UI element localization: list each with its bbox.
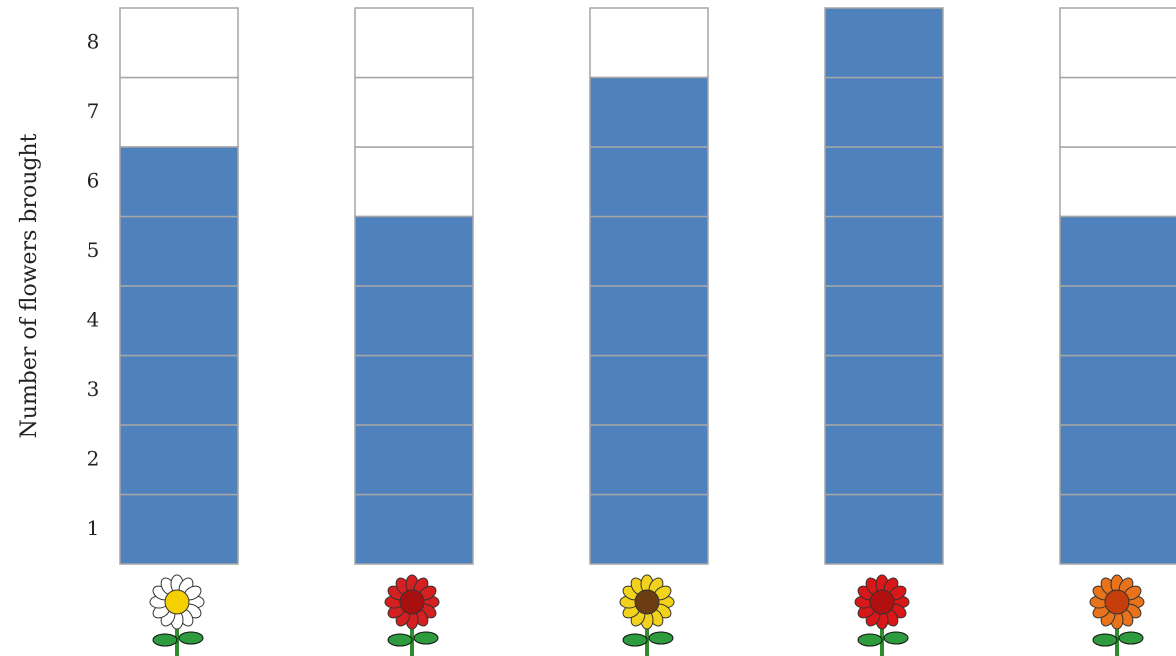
flower-icon (384, 574, 440, 656)
y-tick-label: 5 (87, 238, 100, 262)
bar-cell (589, 146, 709, 218)
bar-cell (119, 493, 239, 565)
flower-center (1104, 589, 1130, 615)
flower-center (399, 589, 425, 615)
bar-cell (1059, 215, 1176, 287)
bar-cell (354, 424, 474, 496)
flower-icon (854, 574, 910, 656)
bar-cell (1059, 285, 1176, 357)
bar-cell (824, 285, 944, 357)
empty-cell (354, 7, 474, 79)
bar (119, 146, 239, 565)
bar-cell (119, 215, 239, 287)
leaf (1118, 631, 1144, 645)
y-axis-label: Number of flowers brought (17, 133, 42, 438)
y-tick-label: 4 (87, 307, 100, 331)
bar-cell (354, 493, 474, 565)
flower-icon (1089, 574, 1145, 656)
bar-cell (119, 354, 239, 426)
empty-cell (119, 7, 239, 79)
y-tick-label: 6 (87, 168, 100, 192)
leaf (622, 633, 648, 647)
empty-cell (119, 76, 239, 148)
empty-cell (589, 7, 709, 79)
bar-cell (824, 354, 944, 426)
leaf (648, 631, 674, 645)
bar-cell (589, 215, 709, 287)
empty-cell (1059, 76, 1176, 148)
flower-center (869, 589, 895, 615)
bar-cell (589, 285, 709, 357)
bar-cell (1059, 424, 1176, 496)
y-tick-label: 7 (87, 99, 100, 123)
bar-cell (354, 285, 474, 357)
bar (354, 215, 474, 565)
bar-cell (589, 76, 709, 148)
bar-cell (354, 354, 474, 426)
flower-icon (149, 574, 205, 656)
leaf (883, 631, 909, 645)
leaf (178, 631, 204, 645)
y-tick-label: 1 (87, 516, 100, 540)
leaf (152, 633, 178, 647)
bar-cell (824, 7, 944, 79)
y-tick-label: 3 (87, 377, 100, 401)
bar (589, 76, 709, 565)
bar-cell (589, 493, 709, 565)
bar-cell (824, 424, 944, 496)
flower-icon (619, 574, 675, 656)
bar-cell (824, 215, 944, 287)
bar-cell (824, 146, 944, 218)
bar-cell (1059, 493, 1176, 565)
bar-cell (119, 146, 239, 218)
empty-cell (1059, 7, 1176, 79)
bar-cell (119, 424, 239, 496)
flower-center (634, 589, 660, 615)
leaf (387, 633, 413, 647)
bar-cell (119, 285, 239, 357)
flower-center (164, 589, 190, 615)
bar-cell (1059, 354, 1176, 426)
leaf (413, 631, 439, 645)
bar-cell (354, 215, 474, 287)
bar (1059, 215, 1176, 565)
empty-cell (354, 76, 474, 148)
leaf (1092, 633, 1118, 647)
bar-cell (589, 424, 709, 496)
bar-cell (589, 354, 709, 426)
bar-cell (824, 76, 944, 148)
empty-cell (354, 146, 474, 218)
y-tick-label: 2 (87, 446, 100, 470)
bar (824, 7, 944, 565)
empty-cell (1059, 146, 1176, 218)
leaf (857, 633, 883, 647)
y-tick-label: 8 (87, 29, 100, 53)
bar-cell (824, 493, 944, 565)
